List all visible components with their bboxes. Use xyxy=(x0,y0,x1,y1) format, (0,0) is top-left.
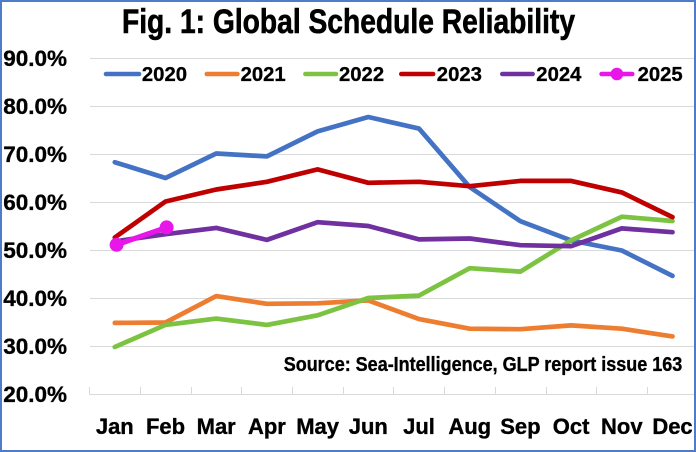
svg-text:80.0%: 80.0% xyxy=(3,94,67,119)
svg-text:Mar: Mar xyxy=(197,414,237,439)
svg-text:2024: 2024 xyxy=(536,64,582,86)
svg-text:Source: Sea-Intelligence, GLP: Source: Sea-Intelligence, GLP report iss… xyxy=(284,354,683,376)
svg-text:20.0%: 20.0% xyxy=(3,382,67,407)
svg-text:90.0%: 90.0% xyxy=(3,46,67,71)
svg-text:May: May xyxy=(296,414,340,439)
svg-text:Jan: Jan xyxy=(96,414,134,439)
svg-text:Sep: Sep xyxy=(500,414,540,439)
svg-text:50.0%: 50.0% xyxy=(3,238,67,263)
svg-text:2020: 2020 xyxy=(142,64,187,86)
svg-text:30.0%: 30.0% xyxy=(3,334,67,359)
svg-text:40.0%: 40.0% xyxy=(3,286,67,311)
svg-text:70.0%: 70.0% xyxy=(3,142,67,167)
svg-text:Fig. 1: Global Schedule Reliab: Fig. 1: Global Schedule Reliability xyxy=(122,3,576,41)
svg-text:Dec: Dec xyxy=(652,414,692,439)
svg-text:Apr: Apr xyxy=(248,414,286,439)
svg-text:2023: 2023 xyxy=(437,64,482,86)
svg-text:Aug: Aug xyxy=(448,414,491,439)
svg-text:60.0%: 60.0% xyxy=(3,190,67,215)
svg-text:Feb: Feb xyxy=(146,414,185,439)
svg-text:2021: 2021 xyxy=(241,64,286,86)
svg-text:2025: 2025 xyxy=(638,64,683,86)
svg-text:2022: 2022 xyxy=(339,64,384,86)
svg-text:Nov: Nov xyxy=(601,414,643,439)
svg-text:Oct: Oct xyxy=(553,414,590,439)
svg-text:Jul: Jul xyxy=(403,414,435,439)
svg-text:Jun: Jun xyxy=(349,414,388,439)
